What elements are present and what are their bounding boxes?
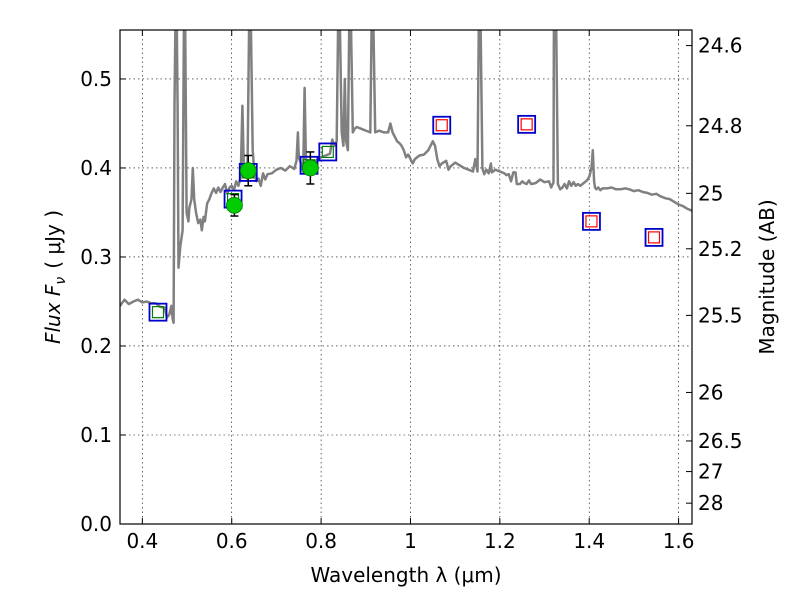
model-square-outer [432, 115, 452, 135]
right-axis-label: Magnitude (AB) [755, 199, 779, 354]
model-spectrum [120, 30, 692, 325]
model-square-inner [585, 215, 598, 228]
y-tick-label: 0.4 [80, 156, 112, 180]
model-square-outer [318, 142, 338, 162]
right-tick-label: 25.2 [698, 237, 743, 261]
svg-text:Flux Fν( μJy ): Flux Fν ( μJy ) [41, 210, 69, 344]
y-tick-label: 0.3 [80, 245, 112, 269]
x-tick-label: 0.6 [216, 529, 248, 553]
right-tick-label: 27 [698, 460, 723, 484]
plot-frame [119, 29, 693, 525]
y-tick-label: 0.2 [80, 334, 112, 358]
y-axis-label: Flux Fν ( μJy ) [41, 210, 69, 344]
model-square-outer [148, 302, 168, 322]
observed-point [239, 162, 257, 180]
y-tick-label: 0.1 [80, 423, 112, 447]
x-axis-label: Wavelength λ (μm) [310, 563, 501, 587]
y-tick-label: 0.0 [80, 512, 112, 536]
x-tick-label: 1.2 [484, 529, 516, 553]
x-tick-label: 0.4 [126, 529, 158, 553]
right-tick-label: 24.8 [698, 114, 743, 138]
y-axis-label-main: Flux F [41, 284, 65, 344]
right-tick-label: 26 [698, 380, 723, 404]
photometry-markers [148, 114, 664, 322]
model-square-inner [435, 119, 448, 132]
model-square-inner [151, 306, 165, 319]
y-tick-label: 0.5 [80, 67, 112, 91]
x-tick-label: 1 [404, 529, 417, 553]
right-tick-label: 25 [698, 181, 723, 205]
x-tick-label: 0.8 [305, 529, 337, 553]
y-axis-label-unit: ( μJy ) [41, 210, 65, 269]
model-square-inner [321, 145, 334, 159]
model-square-outer [644, 227, 664, 247]
model-square-outer [517, 114, 537, 134]
right-tick-label: 28 [698, 491, 723, 515]
y-axis-label-subscript: ν [53, 277, 69, 285]
right-tick-label: 25.5 [698, 303, 743, 327]
observed-point [225, 196, 243, 214]
right-tick-label: 24.6 [698, 34, 743, 58]
model-square-inner [647, 231, 661, 244]
observed-point [301, 159, 319, 177]
spectrum-line [120, 30, 692, 325]
right-tick-label: 26.5 [698, 429, 743, 453]
x-tick-label: 1.6 [663, 529, 695, 553]
model-square-outer [582, 211, 601, 231]
model-square-inner [520, 118, 533, 131]
axis-ticks: 0.4 0.6 0.8 1 1.2 1.4 1.6 0.0 0.1 0.2 0.3 0.4 0.5 24.… [80, 30, 743, 553]
x-tick-label: 1.4 [573, 529, 605, 553]
